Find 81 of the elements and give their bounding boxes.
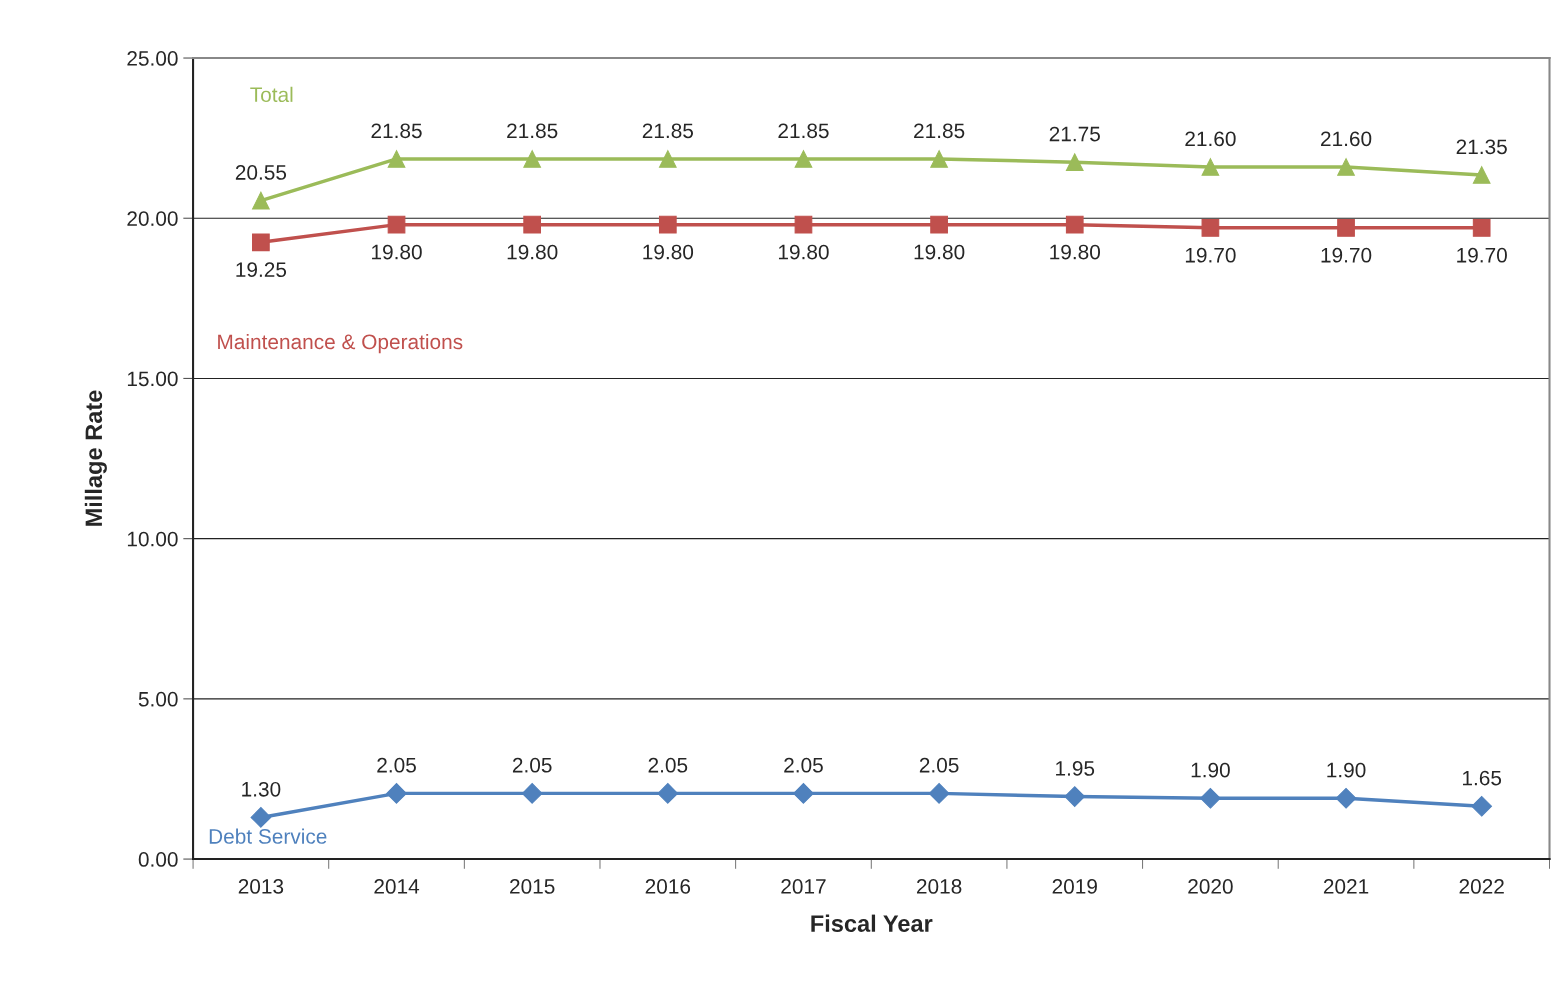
point	[1065, 215, 1084, 234]
x-tick-label: 2022	[1459, 879, 1504, 894]
data-label: 21.35	[1456, 139, 1507, 155]
text: Maintenance & Operations	[218, 333, 463, 354]
point	[1472, 219, 1491, 237]
y-tick-label: 5.00	[138, 691, 178, 707]
point	[521, 783, 543, 804]
point	[1200, 787, 1221, 809]
y-tick-label: 25.00	[127, 51, 178, 66]
y-tick-label: 10.00	[127, 531, 178, 547]
point	[1472, 166, 1491, 184]
x-tick-label: 2016	[645, 879, 691, 894]
point	[1064, 786, 1086, 807]
data-label: 19.80	[1050, 244, 1100, 260]
point	[1337, 219, 1355, 237]
text: Total	[250, 86, 293, 103]
point	[387, 150, 406, 168]
data-label: 2.05	[512, 757, 552, 773]
x-tick-label: 2017	[781, 879, 826, 894]
data-label: 2.05	[648, 757, 688, 773]
data-label: 21.85	[507, 123, 558, 139]
data-label: 19.80	[914, 244, 965, 260]
data-label: 21.85	[914, 123, 965, 139]
x-tick-label: 2014	[374, 879, 420, 894]
point	[252, 233, 270, 252]
point	[523, 215, 542, 234]
data-label: 21.85	[642, 123, 694, 139]
data-label: 1.90	[1327, 762, 1366, 778]
data-label: 21.85	[778, 123, 829, 139]
y-tick-label: 0.00	[138, 852, 178, 867]
data-label: 19.80	[778, 244, 829, 260]
point	[793, 783, 814, 804]
x-tick-label: 2019	[1052, 879, 1097, 894]
x-tick-label: 2015	[510, 879, 555, 894]
point	[1201, 219, 1220, 237]
point	[1471, 795, 1493, 817]
data-label: 21.75	[1049, 126, 1100, 142]
x-axis-title: Fiscal Year	[811, 914, 933, 932]
data-label: 2.05	[784, 757, 823, 773]
y-tick-label: 15.00	[127, 371, 178, 387]
point	[658, 150, 677, 168]
data-label: 19.80	[372, 244, 422, 260]
point	[930, 215, 948, 234]
data-label: 21.60	[1185, 131, 1236, 147]
point	[928, 783, 950, 804]
data-label: 2.05	[919, 757, 959, 773]
point	[930, 150, 948, 168]
series-label: Debt Service	[209, 828, 327, 844]
data-label: 1.90	[1191, 762, 1230, 778]
data-label: 19.70	[1321, 247, 1372, 263]
data-label: 19.80	[507, 244, 558, 260]
data-label: 21.85	[371, 123, 422, 139]
data-label: 21.60	[1321, 131, 1372, 147]
y-tick-label: 20.00	[127, 211, 178, 226]
data-label: 19.80	[643, 244, 694, 260]
data-label: 1.30	[242, 781, 281, 797]
point	[386, 783, 407, 804]
point	[1065, 153, 1084, 172]
point	[658, 215, 677, 234]
x-tick-label: 2018	[916, 879, 962, 894]
data-label: 2.05	[377, 757, 416, 773]
point	[387, 215, 406, 234]
point	[794, 215, 813, 234]
point	[523, 150, 542, 168]
data-label: 20.55	[235, 165, 287, 180]
point	[1337, 158, 1355, 176]
data-label: 19.70	[1457, 247, 1507, 263]
data-label: 19.25	[236, 262, 287, 278]
data-label: 1.65	[1463, 770, 1502, 786]
x-tick-label: 2021	[1323, 879, 1369, 894]
point	[1335, 787, 1357, 809]
point	[252, 191, 270, 210]
point	[657, 783, 679, 804]
x-tick-label: 2020	[1188, 879, 1233, 894]
point	[794, 150, 813, 168]
data-label: 19.70	[1185, 247, 1236, 263]
point	[1201, 158, 1220, 176]
y-axis-title: Millage Rate	[84, 390, 107, 526]
data-label: 1.95	[1056, 761, 1095, 776]
x-tick-label: 2013	[238, 879, 284, 894]
point	[250, 807, 272, 828]
